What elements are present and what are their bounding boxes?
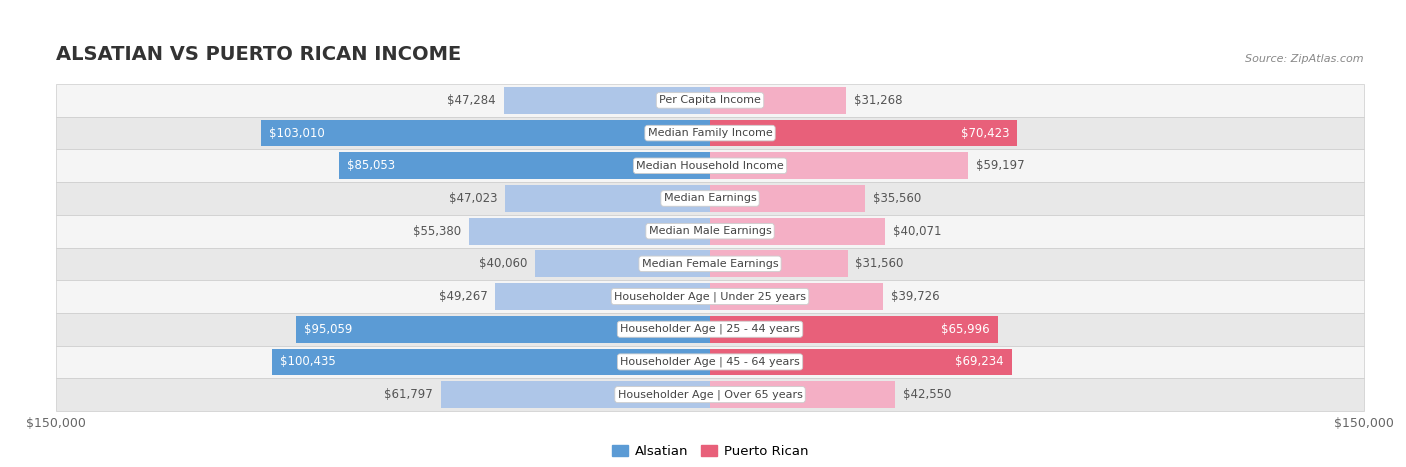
Bar xyxy=(495,283,710,310)
Bar xyxy=(710,381,896,408)
Text: $31,268: $31,268 xyxy=(855,94,903,107)
Text: Householder Age | Under 25 years: Householder Age | Under 25 years xyxy=(614,291,806,302)
Bar xyxy=(273,348,710,375)
Bar xyxy=(295,316,710,343)
Bar xyxy=(56,378,1364,411)
Bar xyxy=(536,250,710,277)
Bar xyxy=(440,381,710,408)
Bar xyxy=(468,218,710,245)
Text: $39,726: $39,726 xyxy=(891,290,939,303)
Text: $100,435: $100,435 xyxy=(280,355,336,368)
Bar xyxy=(710,218,884,245)
Text: $47,284: $47,284 xyxy=(447,94,496,107)
Bar xyxy=(56,346,1364,378)
Bar xyxy=(56,149,1364,182)
Text: $49,267: $49,267 xyxy=(439,290,488,303)
Text: Median Earnings: Median Earnings xyxy=(664,193,756,204)
Bar xyxy=(710,152,969,179)
Bar xyxy=(710,120,1017,147)
Text: $42,550: $42,550 xyxy=(903,388,952,401)
Text: $47,023: $47,023 xyxy=(449,192,498,205)
Bar xyxy=(339,152,710,179)
Text: $65,996: $65,996 xyxy=(941,323,990,336)
Bar xyxy=(56,215,1364,248)
Bar xyxy=(56,313,1364,346)
Text: ALSATIAN VS PUERTO RICAN INCOME: ALSATIAN VS PUERTO RICAN INCOME xyxy=(56,45,461,64)
Text: $70,423: $70,423 xyxy=(960,127,1010,140)
Text: $69,234: $69,234 xyxy=(955,355,1004,368)
Bar xyxy=(710,250,848,277)
Bar xyxy=(262,120,710,147)
Text: $95,059: $95,059 xyxy=(304,323,352,336)
Bar xyxy=(710,185,865,212)
Bar xyxy=(56,117,1364,149)
Bar xyxy=(710,316,998,343)
Text: Householder Age | 45 - 64 years: Householder Age | 45 - 64 years xyxy=(620,357,800,367)
Bar xyxy=(56,248,1364,280)
Bar xyxy=(505,185,710,212)
Text: $40,071: $40,071 xyxy=(893,225,941,238)
Text: Median Male Earnings: Median Male Earnings xyxy=(648,226,772,236)
Bar xyxy=(710,87,846,114)
Bar xyxy=(503,87,710,114)
Text: $59,197: $59,197 xyxy=(976,159,1025,172)
Text: $85,053: $85,053 xyxy=(347,159,395,172)
Bar xyxy=(56,84,1364,117)
Text: $35,560: $35,560 xyxy=(873,192,921,205)
Bar xyxy=(710,283,883,310)
Text: Median Family Income: Median Family Income xyxy=(648,128,772,138)
Text: $61,797: $61,797 xyxy=(384,388,433,401)
Legend: Alsatian, Puerto Rican: Alsatian, Puerto Rican xyxy=(607,439,813,463)
Text: $103,010: $103,010 xyxy=(269,127,325,140)
Text: Householder Age | Over 65 years: Householder Age | Over 65 years xyxy=(617,389,803,400)
Text: Per Capita Income: Per Capita Income xyxy=(659,95,761,106)
Text: Median Household Income: Median Household Income xyxy=(636,161,785,171)
Text: Householder Age | 25 - 44 years: Householder Age | 25 - 44 years xyxy=(620,324,800,334)
Text: $31,560: $31,560 xyxy=(855,257,904,270)
Text: Median Female Earnings: Median Female Earnings xyxy=(641,259,779,269)
Text: $55,380: $55,380 xyxy=(413,225,461,238)
Bar xyxy=(56,182,1364,215)
Text: Source: ZipAtlas.com: Source: ZipAtlas.com xyxy=(1246,55,1364,64)
Bar xyxy=(56,280,1364,313)
Bar xyxy=(710,348,1012,375)
Text: $40,060: $40,060 xyxy=(479,257,527,270)
